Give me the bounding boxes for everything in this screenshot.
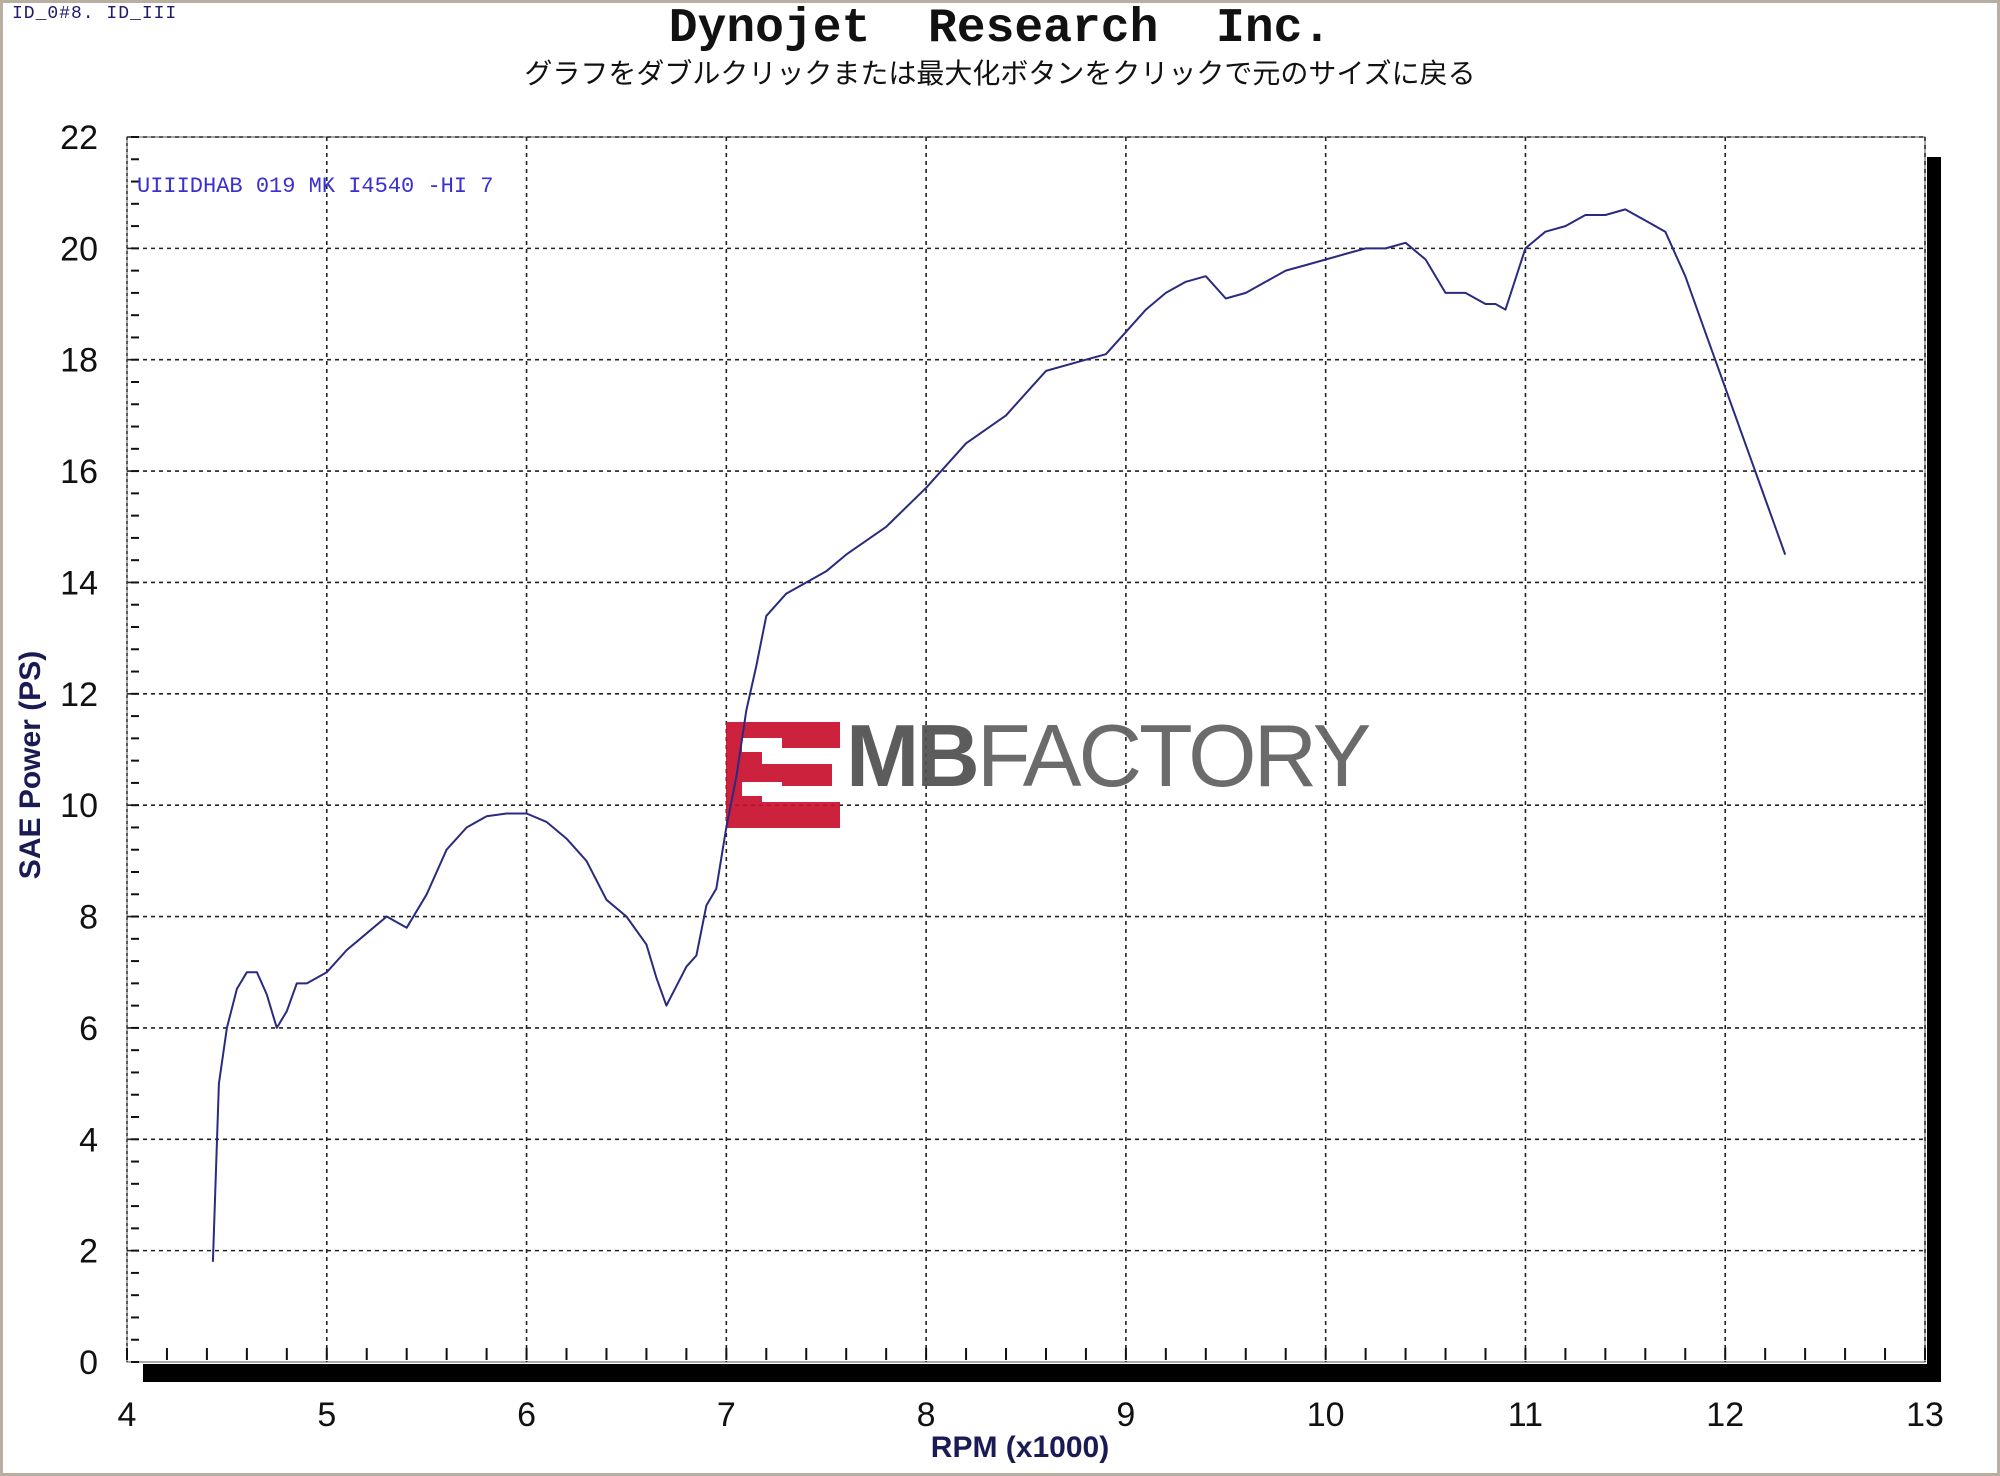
mbfactory-watermark: MBFACTORY — [726, 706, 1373, 828]
y-tick-label: 10 — [60, 787, 98, 825]
corner-run-code: ID_0#8. ID_III — [12, 4, 178, 24]
grid-lines — [126, 136, 1926, 1362]
x-tick-label: 13 — [1906, 1396, 1944, 1434]
x-tick-label: 12 — [1706, 1396, 1744, 1434]
x-tick-label: 7 — [717, 1396, 736, 1434]
y-tick-label: 20 — [60, 230, 98, 268]
x-tick-label: 4 — [118, 1396, 137, 1434]
y-tick-label: 6 — [79, 1010, 98, 1048]
y-axis-label: SAE Power (PS) — [14, 651, 47, 879]
x-axis-label: RPM (x1000) — [931, 1431, 1109, 1464]
chart-subtitle: グラフをダブルクリックまたは最大化ボタンをクリックで元のサイズに戻る — [524, 57, 1476, 90]
watermark-light: FACTORY — [977, 706, 1370, 805]
plot-area — [126, 136, 1926, 1363]
shadow-bottom — [143, 1364, 1941, 1382]
y-tick-label: 12 — [60, 676, 98, 714]
y-tick-label: 0 — [79, 1344, 98, 1382]
y-tick-label: 18 — [60, 342, 98, 380]
shadow-right — [1927, 157, 1941, 1382]
series-label: UIIIDHAB 019 MK I4540 -HI 7 — [137, 174, 493, 199]
power-curve-line — [211, 208, 1787, 1262]
x-tick-label: 11 — [1508, 1396, 1543, 1434]
y-tick-label: 14 — [60, 564, 98, 602]
plot-shadow — [143, 157, 1941, 1382]
svg-text:MBFACTORY: MBFACTORY — [846, 706, 1370, 805]
x-tick-labels: 4 5 6 7 8 9 10 11 12 13 — [118, 1396, 1944, 1434]
chart-title: Dynojet Research Inc. — [668, 2, 1332, 56]
x-tick-label: 10 — [1307, 1396, 1345, 1434]
y-tick-labels: 0 2 4 6 8 10 12 14 16 18 20 22 — [60, 119, 98, 1382]
x-tick-label: 8 — [917, 1396, 936, 1434]
x-tick-label: 9 — [1116, 1396, 1135, 1434]
x-tick-label: 6 — [517, 1396, 536, 1434]
mb-logo-icon — [726, 722, 840, 828]
x-tick-label: 5 — [317, 1396, 336, 1434]
y-tick-label: 8 — [79, 899, 98, 937]
y-tick-label: 22 — [60, 119, 98, 157]
y-tick-label: 16 — [60, 453, 98, 491]
y-tick-label: 4 — [79, 1121, 98, 1159]
y-tick-label: 2 — [79, 1233, 98, 1271]
watermark-bold: MB — [846, 706, 977, 805]
minor-ticks — [126, 136, 1926, 1363]
